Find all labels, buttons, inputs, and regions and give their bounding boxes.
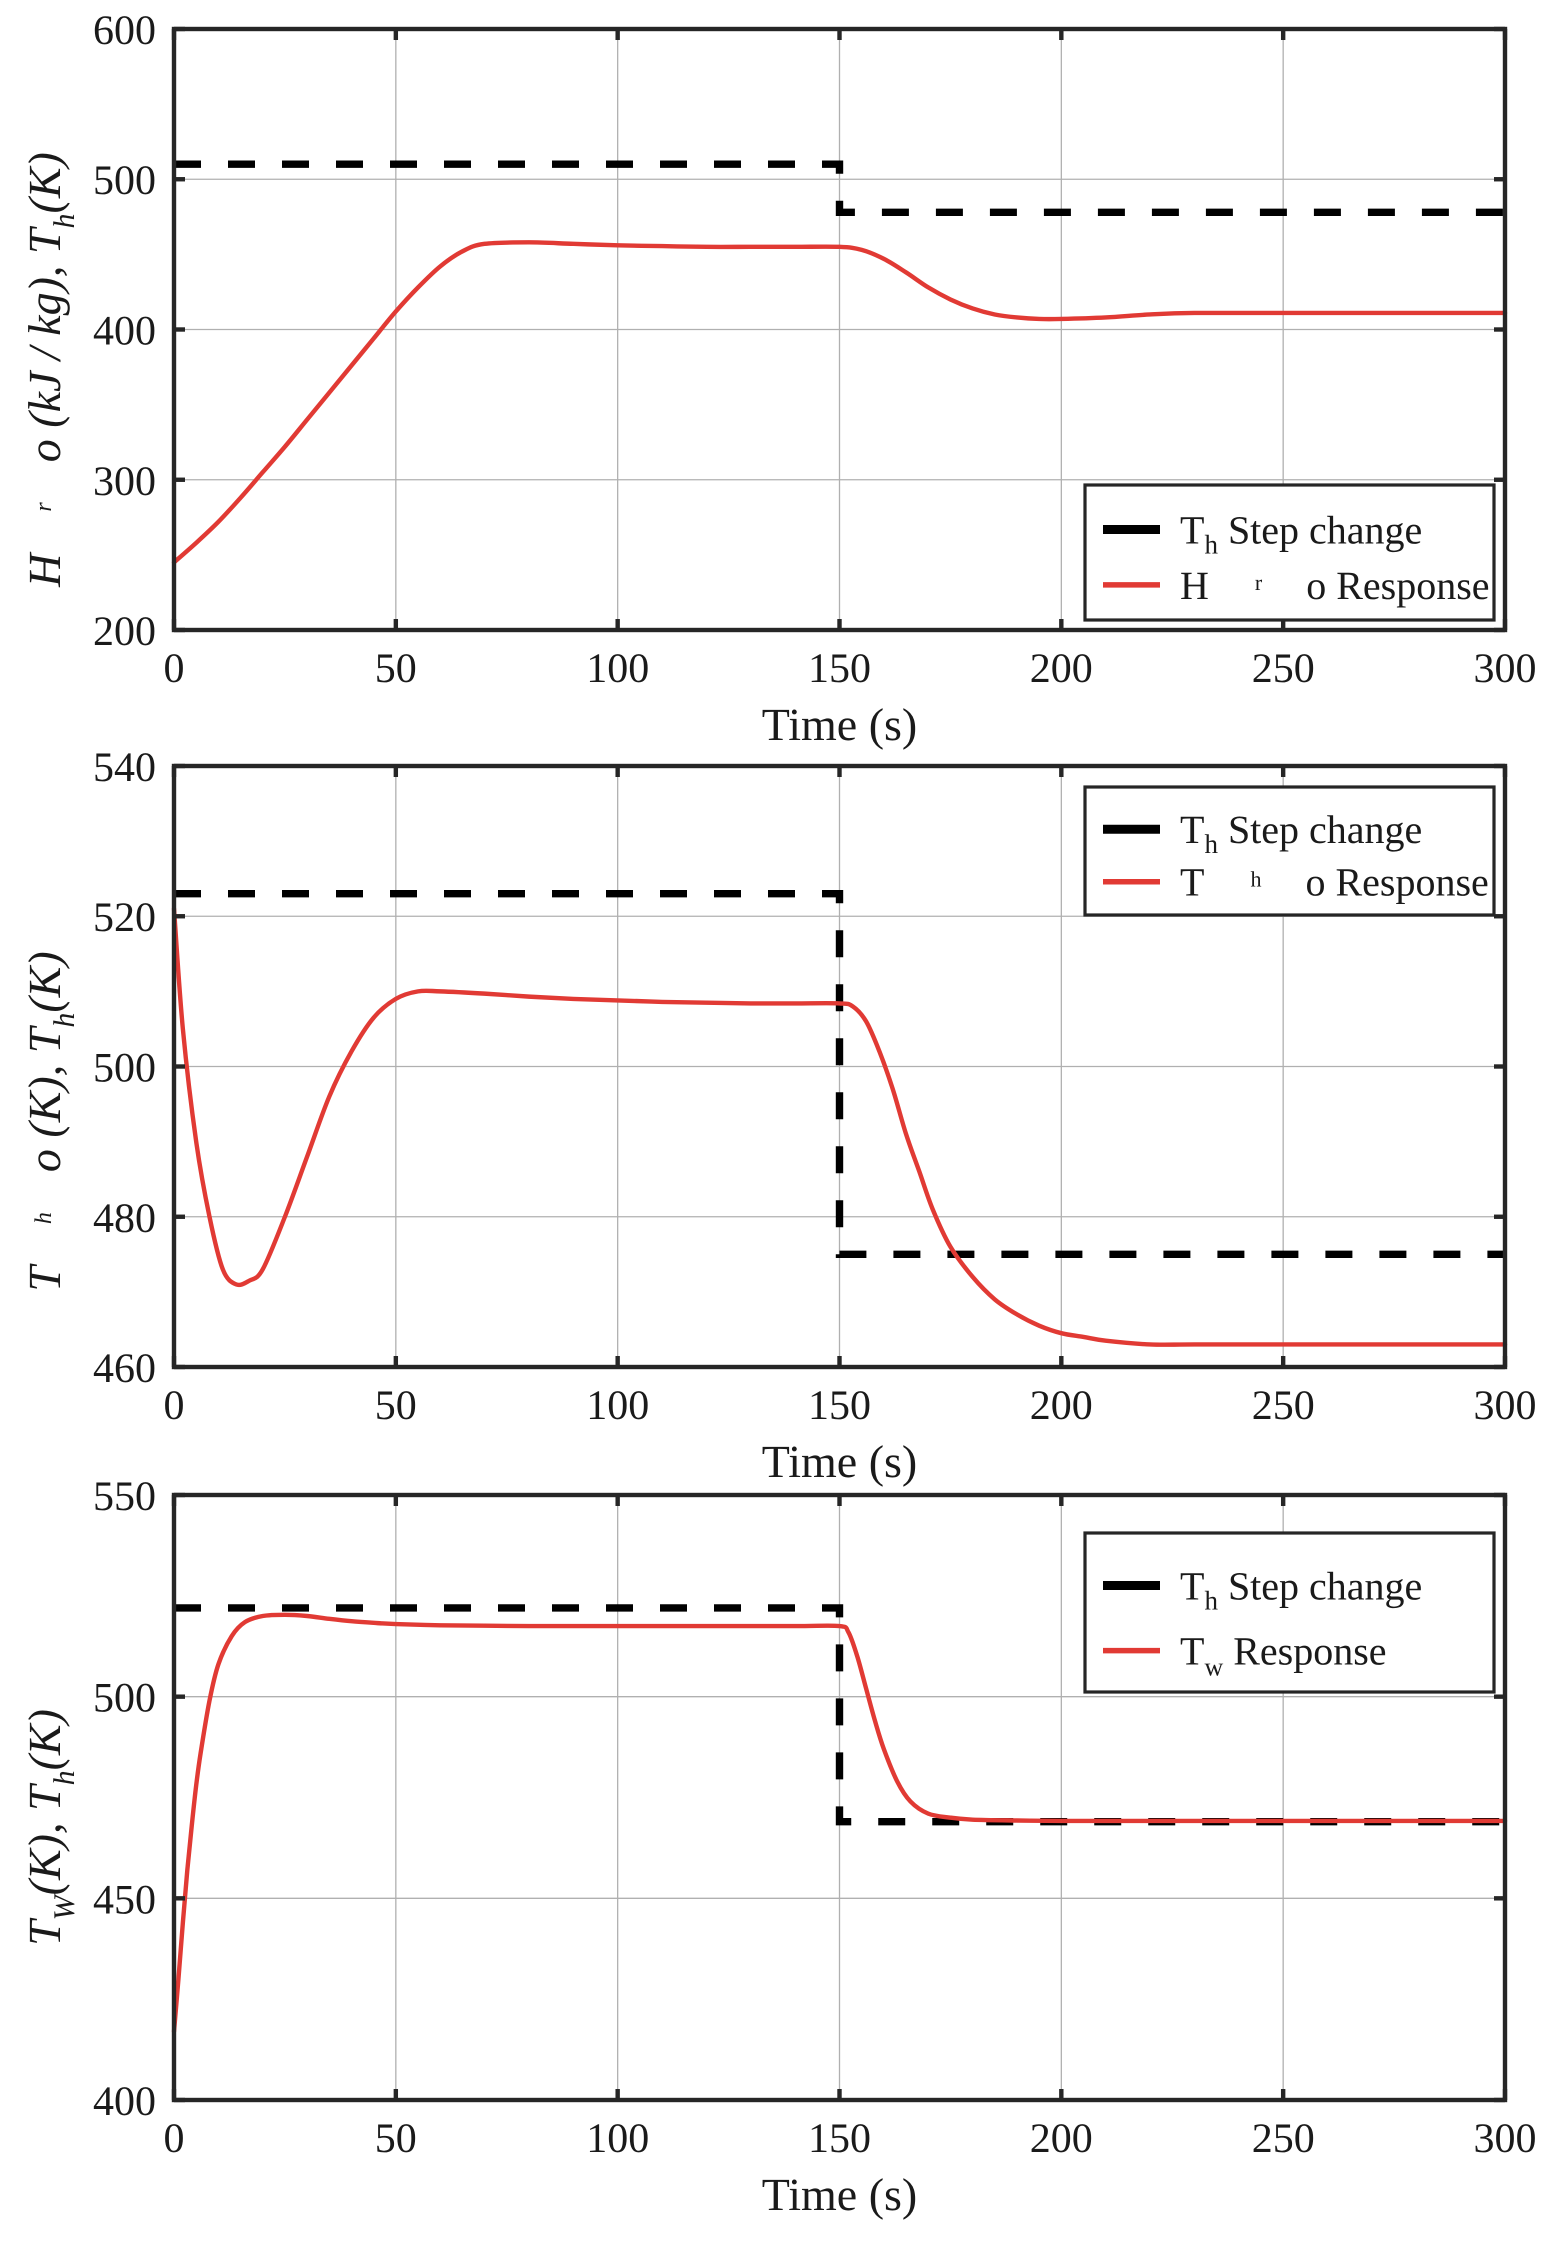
svg-text:100: 100	[586, 646, 649, 692]
svg-text:540: 540	[93, 745, 156, 791]
svg-text:500: 500	[93, 1676, 156, 1722]
svg-text:250: 250	[1252, 646, 1315, 692]
svg-text:150: 150	[808, 2116, 871, 2162]
svg-text:150: 150	[808, 646, 871, 692]
svg-text:200: 200	[1030, 2116, 1093, 2162]
svg-text:100: 100	[586, 1383, 649, 1429]
svg-text:250: 250	[1252, 2116, 1315, 2162]
svg-text:200: 200	[93, 609, 156, 655]
svg-text:500: 500	[93, 158, 156, 204]
svg-text:300: 300	[1474, 1383, 1537, 1429]
svg-text:250: 250	[1252, 1383, 1315, 1429]
svg-text:450: 450	[93, 1877, 156, 1923]
svg-text:0: 0	[164, 646, 185, 692]
svg-text:400: 400	[93, 309, 156, 355]
svg-text:50: 50	[375, 1383, 417, 1429]
svg-text:500: 500	[93, 1046, 156, 1092]
svg-text:400: 400	[93, 2079, 156, 2125]
svg-text:460: 460	[93, 1346, 156, 1392]
svg-text:50: 50	[375, 646, 417, 692]
svg-text:0: 0	[164, 2116, 185, 2162]
svg-text:0: 0	[164, 1383, 185, 1429]
svg-text:300: 300	[93, 459, 156, 505]
svg-text:100: 100	[586, 2116, 649, 2162]
svg-text:150: 150	[808, 1383, 871, 1429]
svg-text:200: 200	[1030, 646, 1093, 692]
svg-text:Time (s): Time (s)	[762, 1436, 918, 1487]
svg-text:300: 300	[1474, 646, 1537, 692]
svg-text:50: 50	[375, 2116, 417, 2162]
svg-text:480: 480	[93, 1196, 156, 1242]
svg-text:200: 200	[1030, 1383, 1093, 1429]
svg-text:Time (s): Time (s)	[762, 699, 918, 750]
svg-text:600: 600	[93, 8, 156, 54]
svg-text:300: 300	[1474, 2116, 1537, 2162]
svg-text:550: 550	[93, 1474, 156, 1520]
svg-text:520: 520	[93, 895, 156, 941]
svg-text:Time (s): Time (s)	[762, 2169, 918, 2220]
